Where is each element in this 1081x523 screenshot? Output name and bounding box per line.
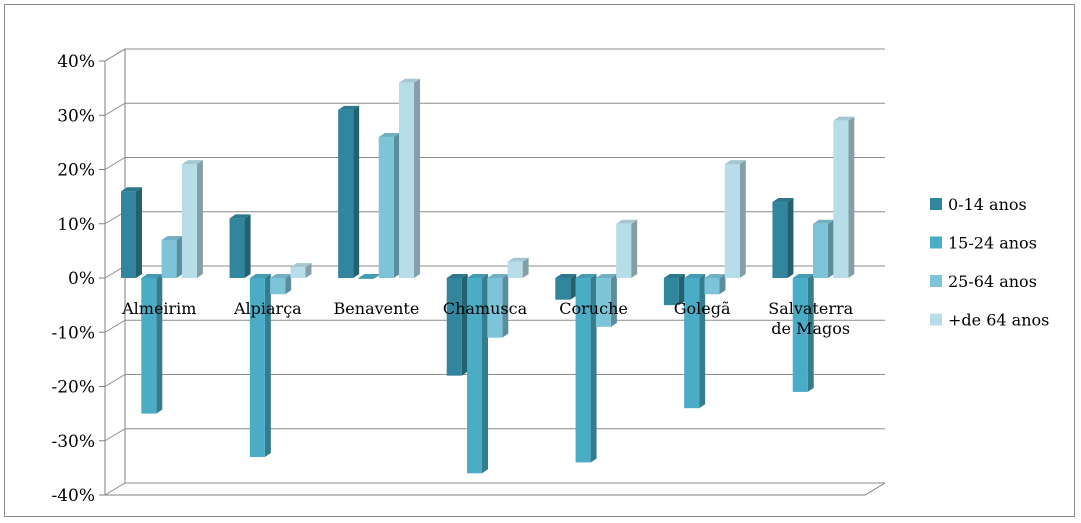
bar-4-1 — [181, 160, 203, 278]
category-label: Salvaterra de Magos — [768, 299, 853, 338]
bar-2-6 — [684, 274, 706, 409]
bar-2-5 — [575, 274, 597, 463]
bar-3-3 — [378, 132, 400, 278]
legend-label: 15-24 anos — [948, 234, 1037, 253]
bar-1-2 — [229, 214, 251, 278]
bar-1-4 — [446, 274, 468, 376]
y-tick-label: -20% — [51, 378, 95, 398]
bar-3-1 — [161, 236, 183, 278]
legend-item: +de 64 anos — [930, 311, 1049, 330]
bar-4-4 — [507, 257, 529, 278]
x-axis-categories: Almeirim Alpiarça Benavente Chamusca Coruche… — [121, 299, 854, 338]
bar-2-2 — [249, 274, 271, 458]
chart-canvas: 40%30%20%10%0%-10%-20%-30%-40% Almeirim A… — [51, 48, 1049, 506]
y-axis-ticks: 40% 30% 20% 10% 0% -10% -20% -30% -40% — [51, 52, 105, 506]
category-label: Benavente — [334, 299, 420, 318]
gridline — [104, 157, 885, 170]
bar-4-2 — [290, 263, 312, 278]
legend-item: 25-64 anos — [930, 272, 1037, 291]
legend-swatch — [930, 275, 942, 287]
gridline — [104, 102, 885, 116]
legend-label: 25-64 anos — [948, 272, 1037, 291]
gridline — [104, 48, 885, 62]
category-label: Golegã — [674, 299, 731, 318]
bar-1-1 — [121, 187, 142, 278]
y-tick-label: -30% — [51, 432, 95, 452]
bar-4-7 — [833, 116, 855, 278]
category-label: Almeirim — [121, 299, 196, 318]
legend: 0-14 anos 15-24 anos 25-64 anos +de 64 anos — [930, 195, 1049, 330]
bar-1-5 — [555, 274, 577, 300]
y-tick-label: 30% — [57, 106, 95, 126]
bar-3-6 — [704, 274, 726, 295]
bar-3-5 — [595, 274, 617, 327]
chart-walls — [104, 48, 886, 496]
bars — [121, 78, 855, 474]
floor-edge — [105, 482, 886, 496]
category-label: Alpiarça — [233, 299, 302, 318]
bar-1-3 — [338, 105, 360, 278]
legend-swatch — [930, 236, 942, 249]
bar-4-3 — [399, 78, 421, 278]
bar-4-5 — [616, 219, 638, 278]
chart-frame: 40% 30% 20% 10% 0% -10% -20% -30% -40% Almeirim A… — [4, 4, 1075, 517]
bar-1-7 — [772, 198, 794, 278]
legend-swatch — [930, 198, 942, 210]
bar-2-4 — [467, 274, 489, 474]
bar-2-3 — [358, 274, 380, 279]
y-tick-label: 40% — [57, 52, 95, 72]
gridline — [104, 211, 885, 225]
gridline — [104, 374, 885, 387]
legend-label: +de 64 anos — [948, 311, 1049, 330]
gridline — [104, 428, 885, 442]
bar-1-6 — [663, 274, 685, 306]
gridline — [104, 319, 885, 333]
bar-3-2 — [270, 274, 292, 295]
legend-item: 15-24 anos — [930, 234, 1037, 253]
bar-3-4 — [487, 274, 509, 338]
y-tick-label: -10% — [51, 323, 95, 343]
gridline — [104, 482, 885, 496]
bar-2-7 — [792, 274, 814, 392]
y-tick-label: 0% — [68, 269, 95, 289]
bar-3-7 — [813, 219, 835, 278]
bar-2-1 — [141, 274, 163, 414]
legend-item: 0-14 anos — [930, 195, 1027, 214]
y-tick-label: 20% — [57, 161, 95, 181]
bar-4-6 — [724, 160, 746, 278]
y-tick-label: -40% — [51, 486, 95, 506]
category-label: Coruche — [559, 299, 628, 318]
y-tick-label: 10% — [57, 215, 95, 235]
category-label: Chamusca — [443, 299, 528, 318]
legend-swatch — [930, 313, 942, 326]
legend-label: 0-14 anos — [948, 195, 1027, 214]
gridlines — [104, 48, 885, 496]
